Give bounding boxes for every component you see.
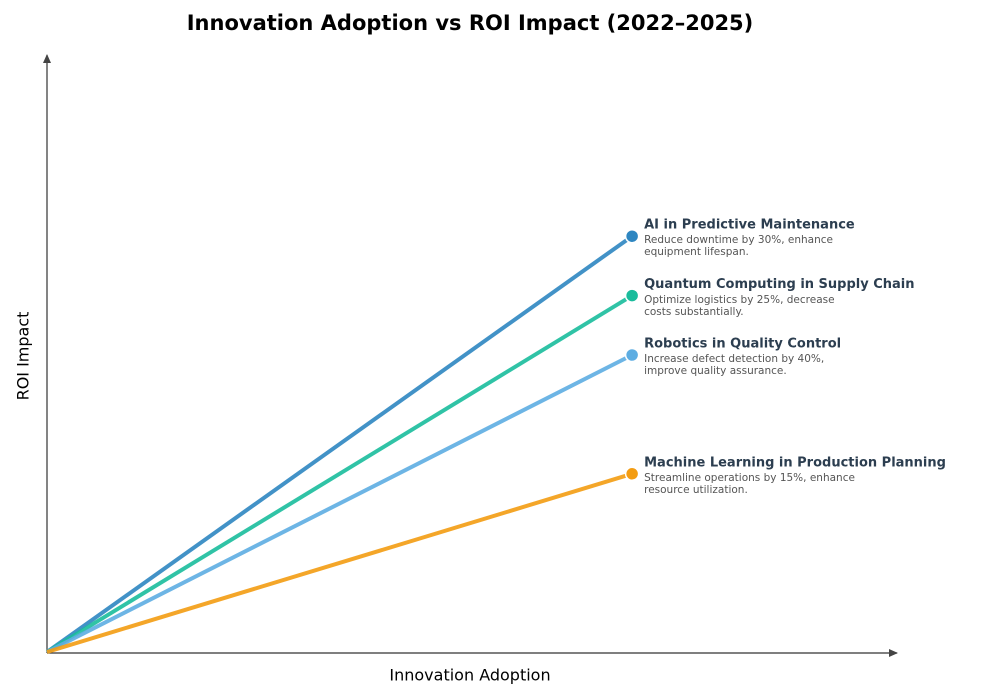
series-line	[45, 234, 634, 654]
end-marker	[624, 466, 640, 482]
series-line	[46, 471, 633, 654]
y-axis-label: ROI Impact	[14, 312, 33, 401]
chart-title: Innovation Adoption vs ROI Impact (2022–…	[187, 11, 754, 35]
series-name: Quantum Computing in Supply Chain	[644, 277, 914, 292]
x-axis-label: Innovation Adoption	[389, 666, 550, 685]
end-marker	[624, 347, 640, 363]
series-description: Optimize logistics by 25%, decrease cost…	[644, 293, 835, 318]
series-name: AI in Predictive Maintenance	[644, 218, 855, 233]
series-description: Reduce downtime by 30%, enhance equipmen…	[644, 234, 833, 259]
series-description: Streamline operations by 15%, enhance re…	[644, 471, 855, 496]
end-marker	[624, 228, 640, 244]
series-name: Robotics in Quality Control	[644, 337, 841, 352]
end-marker	[624, 288, 640, 303]
series-name: Machine Learning in Production Planning	[644, 455, 946, 470]
series-line	[45, 293, 634, 654]
series-line	[46, 353, 634, 654]
series-description: Increase defect detection by 40%, improv…	[644, 353, 825, 377]
